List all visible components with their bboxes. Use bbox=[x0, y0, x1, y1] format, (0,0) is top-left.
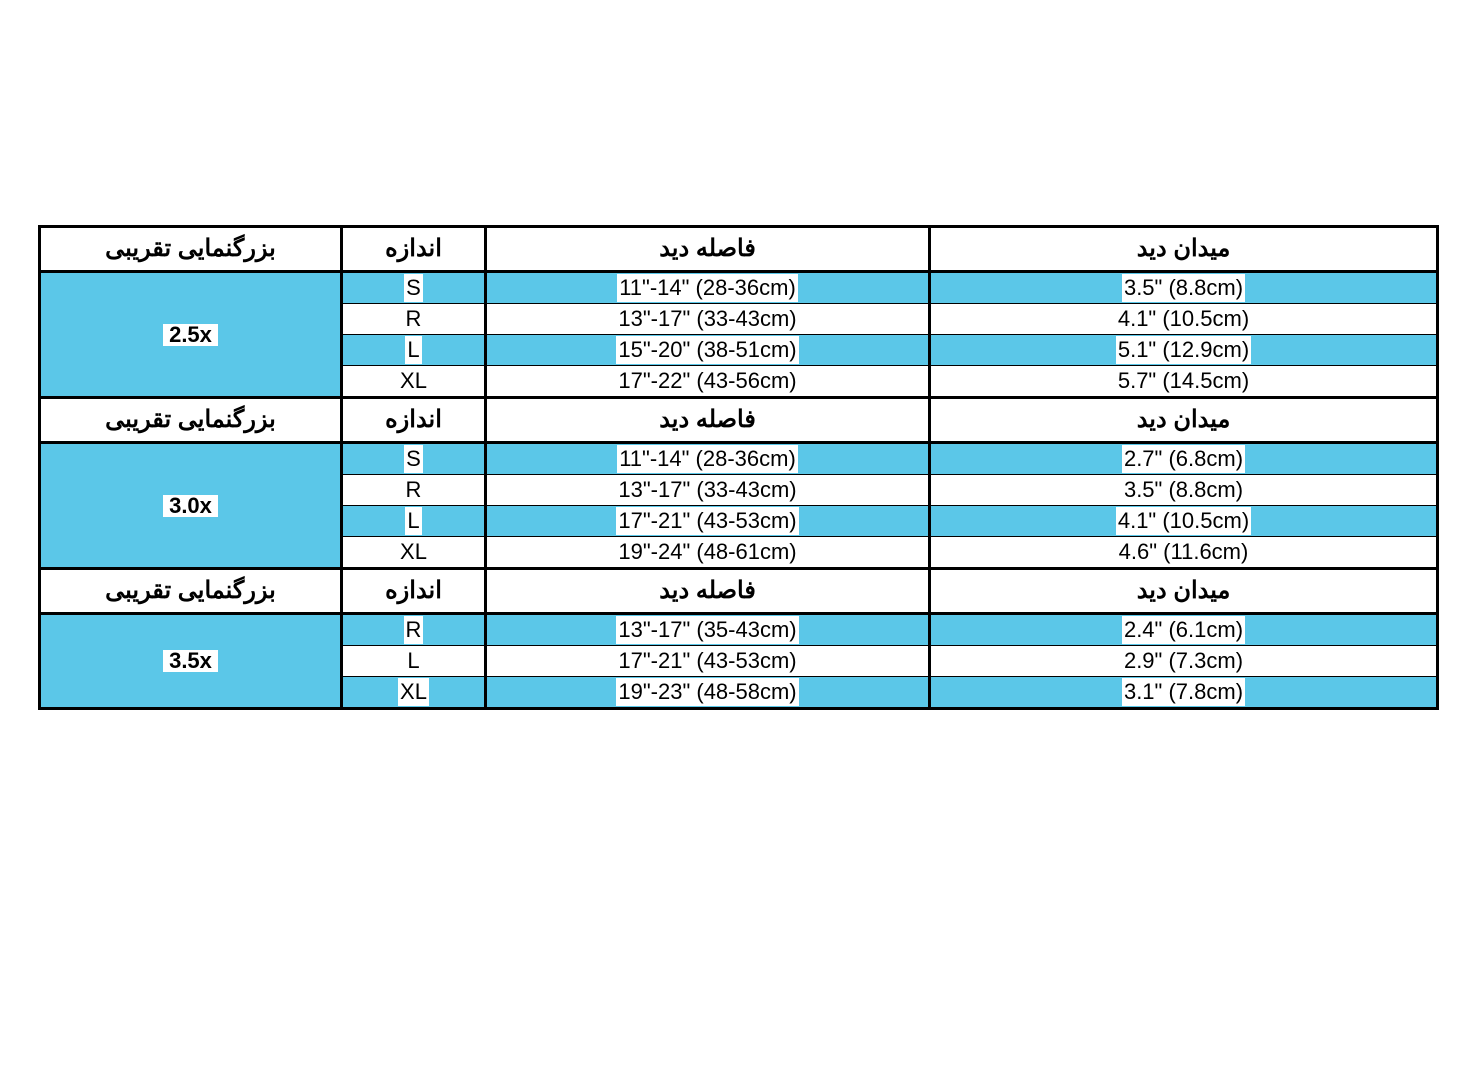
cell-dist: 17"-21" (43-53cm) bbox=[486, 646, 930, 677]
cell-value: XL bbox=[400, 367, 427, 395]
cell-size: L bbox=[342, 335, 486, 366]
magnification-table: بزرگنمایی تقریبیاندازهفاصله دیدمیدان دید… bbox=[38, 225, 1439, 710]
magnification-cell: 3.0x bbox=[40, 443, 342, 569]
magnification-cell: 3.5x bbox=[40, 614, 342, 709]
magnification-label: 3.5x bbox=[163, 650, 218, 672]
cell-value: 13"-17" (35-43cm) bbox=[616, 616, 798, 644]
cell-dist: 19"-23" (48-58cm) bbox=[486, 677, 930, 709]
cell-dist: 13"-17" (35-43cm) bbox=[486, 614, 930, 646]
col-header-size: اندازه bbox=[342, 227, 486, 272]
cell-fov: 3.1" (7.8cm) bbox=[930, 677, 1438, 709]
cell-fov: 3.5" (8.8cm) bbox=[930, 272, 1438, 304]
cell-fov: 2.4" (6.1cm) bbox=[930, 614, 1438, 646]
cell-value: 19"-24" (48-61cm) bbox=[618, 538, 796, 566]
cell-value: 17"-21" (43-53cm) bbox=[616, 507, 798, 535]
cell-fov: 2.9" (7.3cm) bbox=[930, 646, 1438, 677]
cell-size: XL bbox=[342, 677, 486, 709]
cell-dist: 19"-24" (48-61cm) bbox=[486, 537, 930, 569]
cell-fov: 5.7" (14.5cm) bbox=[930, 366, 1438, 398]
cell-value: R bbox=[406, 305, 422, 333]
col-header-size: اندازه bbox=[342, 569, 486, 614]
cell-dist: 15"-20" (38-51cm) bbox=[486, 335, 930, 366]
cell-size: XL bbox=[342, 366, 486, 398]
cell-dist: 17"-22" (43-56cm) bbox=[486, 366, 930, 398]
cell-size: S bbox=[342, 443, 486, 475]
cell-value: L bbox=[407, 647, 419, 675]
cell-value: 4.6" (11.6cm) bbox=[1119, 538, 1249, 566]
cell-value: 3.5" (8.8cm) bbox=[1124, 476, 1243, 504]
cell-size: R bbox=[342, 304, 486, 335]
cell-value: L bbox=[405, 336, 421, 364]
col-header-mag: بزرگنمایی تقریبی bbox=[40, 398, 342, 443]
col-header-dist: فاصله دید bbox=[486, 398, 930, 443]
cell-fov: 4.1" (10.5cm) bbox=[930, 506, 1438, 537]
cell-dist: 13"-17" (33-43cm) bbox=[486, 304, 930, 335]
cell-value: 17"-22" (43-56cm) bbox=[618, 367, 796, 395]
cell-value: S bbox=[404, 445, 423, 473]
cell-value: 19"-23" (48-58cm) bbox=[616, 678, 798, 706]
cell-value: 15"-20" (38-51cm) bbox=[616, 336, 798, 364]
cell-value: 4.1" (10.5cm) bbox=[1116, 507, 1251, 535]
cell-value: 13"-17" (33-43cm) bbox=[618, 305, 796, 333]
cell-size: XL bbox=[342, 537, 486, 569]
cell-size: R bbox=[342, 475, 486, 506]
cell-dist: 13"-17" (33-43cm) bbox=[486, 475, 930, 506]
cell-value: L bbox=[405, 507, 421, 535]
cell-dist: 11"-14" (28-36cm) bbox=[486, 443, 930, 475]
cell-value: XL bbox=[400, 538, 427, 566]
col-header-mag: بزرگنمایی تقریبی bbox=[40, 569, 342, 614]
col-header-mag: بزرگنمایی تقریبی bbox=[40, 227, 342, 272]
cell-fov: 3.5" (8.8cm) bbox=[930, 475, 1438, 506]
cell-size: L bbox=[342, 646, 486, 677]
col-header-size: اندازه bbox=[342, 398, 486, 443]
cell-value: 5.1" (12.9cm) bbox=[1116, 336, 1251, 364]
cell-value: 11"-14" (28-36cm) bbox=[617, 274, 798, 302]
cell-value: R bbox=[404, 616, 424, 644]
cell-dist: 11"-14" (28-36cm) bbox=[486, 272, 930, 304]
cell-size: S bbox=[342, 272, 486, 304]
cell-value: R bbox=[406, 476, 422, 504]
magnification-label: 3.0x bbox=[163, 495, 218, 517]
cell-value: 13"-17" (33-43cm) bbox=[618, 476, 796, 504]
cell-value: XL bbox=[398, 678, 429, 706]
col-header-fov: میدان دید bbox=[930, 227, 1438, 272]
cell-size: L bbox=[342, 506, 486, 537]
cell-value: 17"-21" (43-53cm) bbox=[618, 647, 796, 675]
cell-dist: 17"-21" (43-53cm) bbox=[486, 506, 930, 537]
col-header-dist: فاصله دید bbox=[486, 227, 930, 272]
cell-size: R bbox=[342, 614, 486, 646]
cell-fov: 5.1" (12.9cm) bbox=[930, 335, 1438, 366]
cell-value: 2.4" (6.1cm) bbox=[1122, 616, 1245, 644]
cell-value: 2.7" (6.8cm) bbox=[1122, 445, 1245, 473]
cell-fov: 2.7" (6.8cm) bbox=[930, 443, 1438, 475]
cell-fov: 4.6" (11.6cm) bbox=[930, 537, 1438, 569]
col-header-fov: میدان دید bbox=[930, 398, 1438, 443]
cell-value: 11"-14" (28-36cm) bbox=[617, 445, 798, 473]
magnification-label: 2.5x bbox=[163, 324, 218, 346]
cell-value: 3.5" (8.8cm) bbox=[1122, 274, 1245, 302]
cell-value: 4.1" (10.5cm) bbox=[1118, 305, 1249, 333]
cell-value: 2.9" (7.3cm) bbox=[1124, 647, 1243, 675]
col-header-dist: فاصله دید bbox=[486, 569, 930, 614]
cell-value: 3.1" (7.8cm) bbox=[1122, 678, 1245, 706]
cell-value: 5.7" (14.5cm) bbox=[1118, 367, 1249, 395]
magnification-cell: 2.5x bbox=[40, 272, 342, 398]
cell-fov: 4.1" (10.5cm) bbox=[930, 304, 1438, 335]
cell-value: S bbox=[404, 274, 423, 302]
col-header-fov: میدان دید bbox=[930, 569, 1438, 614]
